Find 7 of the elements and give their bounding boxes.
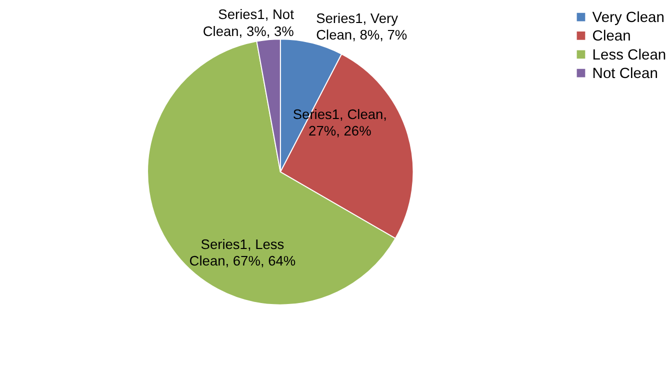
legend-label: Less Clean (592, 47, 666, 64)
data-label: Series1, Very Clean, 8%, 7% (316, 10, 408, 43)
legend-label: Very Clean (592, 10, 664, 26)
data-label: Series1, Not Clean, 3%, 3% (202, 7, 294, 39)
data-label: Series1, Less Clean, 67%, 64% (189, 237, 296, 269)
legend-label: Not Clean (592, 66, 658, 82)
legend-label: Clean (592, 28, 631, 45)
